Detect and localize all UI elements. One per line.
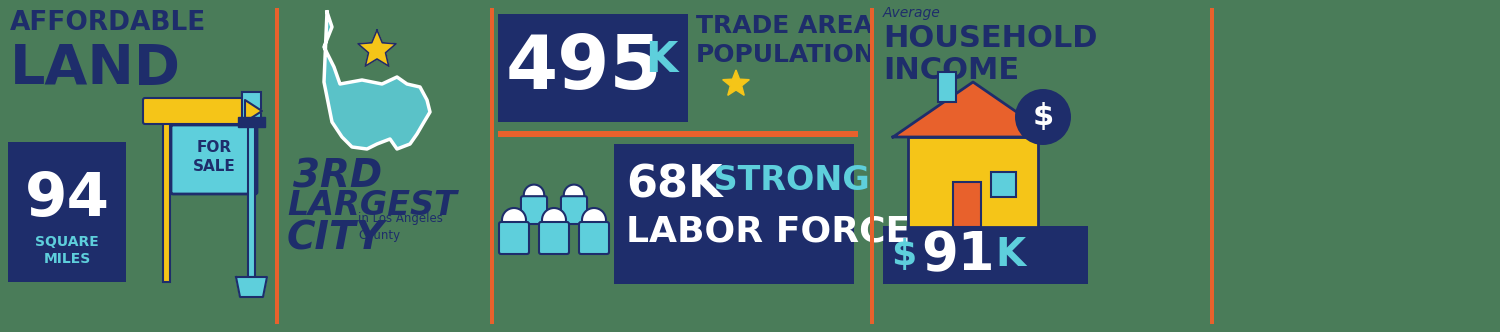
Text: $: $ xyxy=(1032,103,1053,131)
Text: K: K xyxy=(645,39,678,81)
Bar xyxy=(870,8,874,324)
Text: MILES: MILES xyxy=(44,252,90,266)
Polygon shape xyxy=(236,277,267,297)
FancyBboxPatch shape xyxy=(538,222,568,254)
Text: $: $ xyxy=(891,238,916,272)
Text: LABOR FORCE: LABOR FORCE xyxy=(626,214,910,248)
Polygon shape xyxy=(244,100,262,122)
Circle shape xyxy=(542,208,566,232)
Bar xyxy=(938,72,956,102)
Bar xyxy=(498,14,688,122)
Bar xyxy=(248,122,255,277)
Bar xyxy=(992,172,1016,197)
Circle shape xyxy=(503,208,526,232)
FancyBboxPatch shape xyxy=(500,222,530,254)
Text: LARGEST: LARGEST xyxy=(286,189,456,222)
Text: STRONG: STRONG xyxy=(702,164,870,197)
Text: Average: Average xyxy=(884,6,940,20)
FancyBboxPatch shape xyxy=(171,125,256,194)
FancyBboxPatch shape xyxy=(579,222,609,254)
Polygon shape xyxy=(892,82,1053,137)
Bar xyxy=(498,131,858,137)
Text: SQUARE: SQUARE xyxy=(34,235,99,249)
Text: TRADE AREA: TRADE AREA xyxy=(696,14,873,38)
Text: LAND: LAND xyxy=(10,42,181,96)
Polygon shape xyxy=(723,70,750,95)
Text: K: K xyxy=(994,236,1024,274)
Circle shape xyxy=(1016,89,1071,145)
Bar xyxy=(274,8,279,324)
Text: 94: 94 xyxy=(24,170,109,229)
Text: 3RD: 3RD xyxy=(292,157,382,195)
Polygon shape xyxy=(358,30,396,66)
Bar xyxy=(242,92,261,122)
Bar xyxy=(614,144,854,284)
Bar xyxy=(490,8,494,324)
Bar xyxy=(238,117,266,127)
Bar xyxy=(164,102,170,282)
Text: FOR
SALE: FOR SALE xyxy=(192,140,236,174)
FancyBboxPatch shape xyxy=(8,142,126,282)
Text: 495: 495 xyxy=(506,32,663,105)
Text: POPULATION: POPULATION xyxy=(696,43,876,67)
Bar xyxy=(952,182,981,227)
Circle shape xyxy=(582,208,606,232)
Text: INCOME: INCOME xyxy=(884,56,1019,85)
FancyBboxPatch shape xyxy=(561,196,586,224)
Text: AFFORDABLE: AFFORDABLE xyxy=(10,10,206,36)
FancyBboxPatch shape xyxy=(520,196,548,224)
Circle shape xyxy=(564,185,584,205)
Text: 91: 91 xyxy=(921,229,995,281)
Bar xyxy=(908,137,1038,227)
Text: HOUSEHOLD: HOUSEHOLD xyxy=(884,24,1098,53)
Bar xyxy=(1210,8,1214,324)
Text: 68K: 68K xyxy=(626,164,723,207)
Text: in Los Angeles
County: in Los Angeles County xyxy=(358,212,442,242)
Polygon shape xyxy=(324,12,430,149)
Bar xyxy=(884,226,1088,284)
Text: CITY: CITY xyxy=(286,219,384,257)
FancyBboxPatch shape xyxy=(142,98,248,124)
Circle shape xyxy=(524,185,544,205)
